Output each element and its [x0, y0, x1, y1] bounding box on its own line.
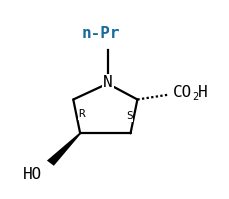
Text: HO: HO	[22, 167, 42, 182]
Text: CO: CO	[173, 85, 192, 100]
Text: n-Pr: n-Pr	[82, 26, 120, 41]
Polygon shape	[47, 133, 81, 166]
Text: R: R	[78, 109, 85, 119]
Text: S: S	[126, 111, 133, 121]
Text: H: H	[198, 85, 207, 100]
Text: N: N	[103, 75, 112, 90]
Text: 2: 2	[192, 92, 199, 102]
